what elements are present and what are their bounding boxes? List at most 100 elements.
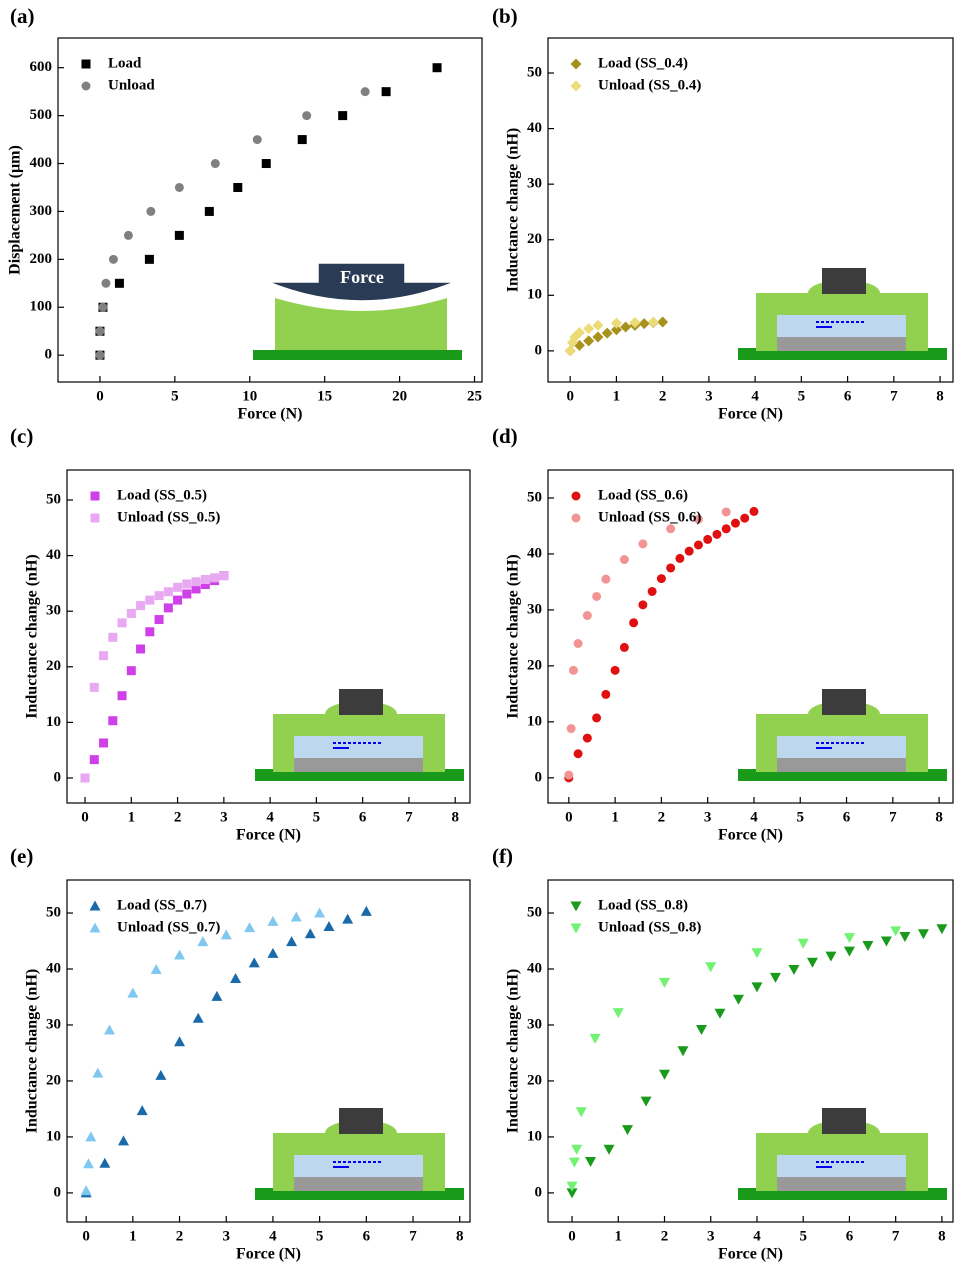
- marker: [291, 911, 302, 921]
- marker: [714, 1009, 725, 1019]
- panel-label: (f): [492, 844, 513, 868]
- x-tick-label: 5: [316, 1228, 324, 1244]
- y-tick-label: 10: [527, 1128, 542, 1144]
- marker: [611, 666, 620, 675]
- marker: [705, 962, 716, 972]
- marker: [659, 978, 670, 988]
- x-axis-label: Force (N): [236, 827, 301, 844]
- inset-magnet: [339, 689, 383, 715]
- marker: [219, 571, 228, 580]
- y-tick-label: 20: [46, 658, 61, 674]
- y-axis-label: Inductance change (nH): [24, 969, 41, 1133]
- marker: [382, 87, 391, 96]
- y-tick-label: 30: [527, 601, 542, 617]
- legend-label: Unload (SS_0.7): [117, 919, 220, 935]
- marker: [574, 749, 583, 758]
- marker: [201, 575, 210, 584]
- y-tick-label: 50: [527, 64, 542, 80]
- x-tick-label: 1: [128, 809, 136, 825]
- y-tick-label: 10: [46, 714, 61, 730]
- panel-label: (d): [492, 424, 518, 448]
- marker: [267, 948, 278, 958]
- x-tick-label: 2: [658, 809, 666, 825]
- x-tick-label: 8: [935, 809, 943, 825]
- marker: [99, 651, 108, 660]
- x-tick-label: 25: [467, 388, 482, 404]
- marker: [118, 618, 127, 627]
- marker: [99, 738, 108, 747]
- x-tick-label: 3: [222, 1228, 230, 1244]
- marker: [145, 255, 154, 264]
- marker: [678, 1046, 689, 1056]
- y-axis-label: Inductance change (nH): [505, 128, 522, 292]
- marker: [592, 592, 601, 601]
- legend-marker: [571, 924, 582, 934]
- marker: [731, 519, 740, 528]
- legend-marker: [90, 923, 101, 933]
- marker: [583, 611, 592, 620]
- marker: [722, 507, 731, 516]
- marker: [733, 995, 744, 1005]
- marker: [127, 609, 136, 618]
- legend-label: Unload (SS_0.4): [598, 77, 701, 93]
- marker: [564, 771, 573, 780]
- marker: [613, 1008, 624, 1018]
- marker: [638, 539, 647, 548]
- legend-marker: [571, 81, 582, 92]
- x-tick-label: 8: [938, 1228, 946, 1244]
- marker: [639, 318, 650, 329]
- marker: [629, 618, 638, 627]
- marker: [592, 320, 603, 331]
- x-tick-label: 6: [843, 809, 851, 825]
- marker: [151, 964, 162, 974]
- inset-magnet: [822, 1108, 866, 1134]
- marker: [844, 933, 855, 943]
- x-tick-label: 7: [405, 809, 413, 825]
- marker: [108, 716, 117, 725]
- legend-label: Unload (SS_0.8): [598, 919, 701, 935]
- x-tick-label: 0: [568, 1228, 576, 1244]
- x-tick-label: 1: [611, 809, 619, 825]
- y-tick-label: 100: [30, 299, 53, 315]
- inset-gap: [294, 736, 423, 758]
- marker: [175, 231, 184, 240]
- marker: [648, 316, 659, 327]
- legend-label: Load (SS_0.6): [598, 487, 688, 503]
- x-tick-label: 6: [846, 1228, 854, 1244]
- legend-marker: [572, 492, 581, 501]
- y-tick-label: 300: [30, 203, 53, 219]
- x-axis-label: Force (N): [718, 406, 783, 423]
- marker: [569, 1158, 580, 1168]
- marker: [565, 345, 576, 356]
- marker: [164, 587, 173, 596]
- marker: [807, 958, 818, 968]
- inset-gap: [294, 1155, 423, 1177]
- marker: [844, 947, 855, 957]
- x-tick-label: 1: [129, 1228, 137, 1244]
- x-tick-label: 0: [81, 809, 89, 825]
- marker: [192, 577, 201, 586]
- legend-label: Load (SS_0.7): [117, 897, 207, 913]
- marker: [136, 601, 145, 610]
- marker: [90, 755, 99, 764]
- x-axis-label: Force (N): [238, 406, 303, 423]
- marker: [694, 540, 703, 549]
- x-axis-label: Force (N): [236, 1246, 301, 1263]
- marker: [145, 627, 154, 636]
- marker: [298, 135, 307, 144]
- marker: [99, 1158, 110, 1168]
- legend-label: Load (SS_0.5): [117, 487, 207, 503]
- x-tick-label: 0: [565, 809, 573, 825]
- marker: [182, 589, 191, 598]
- inset-substrate: [777, 1177, 906, 1191]
- marker: [92, 1068, 103, 1078]
- marker: [124, 231, 133, 240]
- marker: [155, 1070, 166, 1080]
- legend-label: Unload (SS_0.5): [117, 509, 220, 525]
- x-tick-label: 20: [392, 388, 407, 404]
- inset-gap: [777, 1155, 906, 1177]
- y-tick-label: 50: [527, 489, 542, 505]
- x-tick-label: 2: [176, 1228, 184, 1244]
- marker: [145, 596, 154, 605]
- marker: [722, 524, 731, 533]
